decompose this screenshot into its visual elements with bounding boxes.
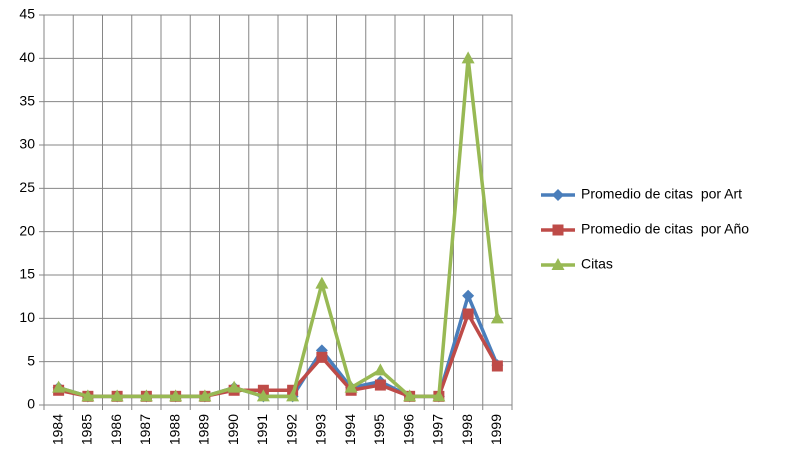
marker <box>286 389 300 402</box>
marker <box>52 380 66 393</box>
y-tick-label: 35 <box>19 92 35 108</box>
marker <box>110 389 124 402</box>
marker <box>374 379 386 391</box>
x-tick-label: 1988 <box>166 414 182 445</box>
marker <box>432 389 446 402</box>
marker <box>169 389 183 402</box>
marker <box>316 351 328 363</box>
series-line <box>58 56 500 399</box>
y-tick-label: 25 <box>19 179 35 195</box>
y-tick-label: 40 <box>19 49 35 65</box>
marker <box>256 389 270 402</box>
x-tick-label: 1998 <box>459 414 475 445</box>
x-tick-label: 1990 <box>225 414 241 445</box>
legend-marker <box>551 258 565 270</box>
y-tick-label: 5 <box>27 352 35 368</box>
y-tick-label: 15 <box>19 266 35 282</box>
y-tick-label: 10 <box>19 309 35 325</box>
legend-label: Promedio de citas por Art <box>581 186 742 202</box>
marker <box>373 363 387 376</box>
x-tick-label: 1985 <box>79 414 95 445</box>
marker <box>344 380 358 393</box>
x-tick-label: 1997 <box>430 414 446 445</box>
legend-label: Citas <box>581 256 613 272</box>
y-tick-label: 0 <box>27 396 35 412</box>
marker <box>403 389 417 402</box>
y-tick-label: 30 <box>19 136 35 152</box>
legend-marker <box>552 224 564 236</box>
x-tick-label: 1994 <box>342 414 358 445</box>
legend-label: Promedio de citas por Año <box>581 221 749 237</box>
marker <box>198 389 212 402</box>
marker <box>227 380 241 393</box>
y-tick-label: 20 <box>19 222 35 238</box>
x-tick-label: 1991 <box>254 414 270 445</box>
marker <box>491 360 503 372</box>
marker <box>462 308 474 320</box>
y-tick-label: 45 <box>19 6 35 22</box>
x-tick-label: 1986 <box>108 414 124 445</box>
marker <box>462 289 475 302</box>
x-tick-label: 1992 <box>283 414 299 445</box>
x-tick-label: 1984 <box>49 414 65 445</box>
marker <box>315 276 329 289</box>
plot-border <box>43 14 513 406</box>
x-tick-label: 1993 <box>313 414 329 445</box>
marker <box>461 51 475 64</box>
marker <box>139 389 153 402</box>
marker <box>490 311 504 324</box>
x-tick-label: 1996 <box>400 414 416 445</box>
legend-marker <box>552 189 564 201</box>
x-tick-label: 1989 <box>196 414 212 445</box>
x-tick-label: 1995 <box>371 414 387 445</box>
x-tick-label: 1987 <box>137 414 153 445</box>
x-tick-label: 1999 <box>488 414 504 445</box>
marker <box>81 389 95 402</box>
